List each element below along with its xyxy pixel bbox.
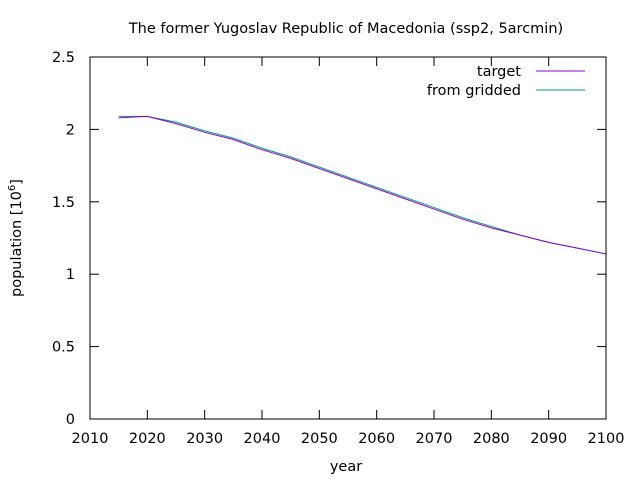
y-axis-ticks: 0 0.5 1 1.5 2 2.5 xyxy=(52,50,606,428)
series-layer xyxy=(118,115,607,255)
x-tick-label: 2070 xyxy=(416,431,453,447)
y-axis-label: population [106] xyxy=(7,179,25,297)
y-axis-label-end: ] xyxy=(9,179,25,185)
series-line-target xyxy=(118,115,607,255)
x-tick-label: 2030 xyxy=(186,431,223,447)
x-tick-label: 2010 xyxy=(72,431,109,447)
y-axis-label-main: population [10 xyxy=(9,191,25,297)
legend: target from gridded xyxy=(427,64,585,99)
x-tick-label: 2040 xyxy=(244,431,281,447)
x-axis-ticks: 2010 2020 2030 2040 2050 2060 2070 2080 2090 2100 xyxy=(72,57,625,447)
y-tick-label: 0.5 xyxy=(52,340,75,356)
x-tick-label: 2050 xyxy=(301,431,338,447)
legend-label-from-gridded: from gridded xyxy=(427,83,521,99)
x-tick-label: 2080 xyxy=(473,431,510,447)
x-axis-label: year xyxy=(330,459,362,475)
plot-frame xyxy=(89,56,607,420)
x-tick-label: 2060 xyxy=(358,431,395,447)
y-tick-label: 1.5 xyxy=(52,195,75,211)
x-tick-label: 2020 xyxy=(129,431,166,447)
x-tick-label: 2090 xyxy=(530,431,567,447)
y-tick-label: 0 xyxy=(66,412,75,428)
series-line-from-gridded xyxy=(118,115,607,255)
y-tick-label: 1 xyxy=(66,267,75,283)
chart-title: The former Yugoslav Republic of Macedoni… xyxy=(128,21,563,37)
y-tick-label: 2 xyxy=(66,122,75,138)
y-tick-label: 2.5 xyxy=(52,50,75,66)
y-axis-label-exponent: 6 xyxy=(7,185,18,191)
x-tick-label: 2100 xyxy=(588,431,625,447)
legend-label-target: target xyxy=(477,64,521,80)
